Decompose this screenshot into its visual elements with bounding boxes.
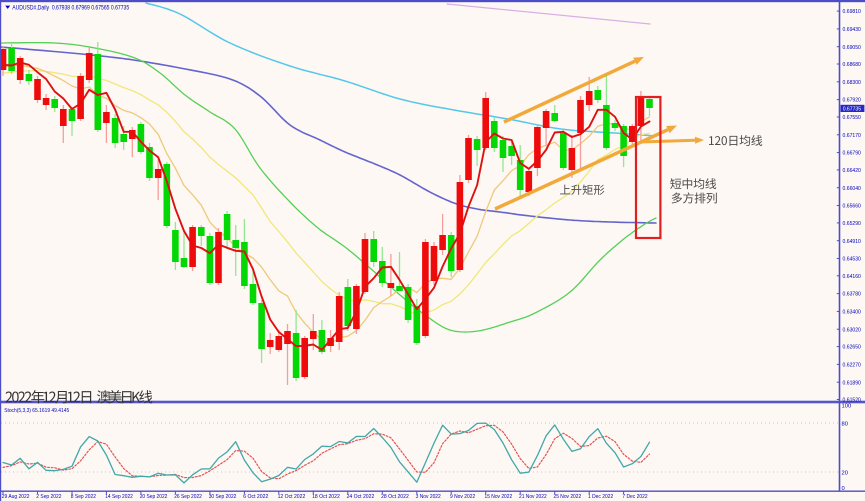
svg-text:9 Nov 2022: 9 Nov 2022 — [450, 494, 475, 500]
svg-text:2 Sep 2022: 2 Sep 2022 — [36, 494, 61, 500]
svg-text:18 Oct 2022: 18 Oct 2022 — [312, 494, 340, 500]
svg-text:30 Sep 2022: 30 Sep 2022 — [209, 494, 237, 500]
svg-text:0.69430: 0.69430 — [843, 27, 861, 33]
svg-text:0.64160: 0.64160 — [843, 274, 861, 280]
svg-text:0.66040: 0.66040 — [843, 186, 861, 192]
svg-text:24 Oct 2022: 24 Oct 2022 — [347, 494, 375, 500]
svg-text:25 Nov 2022: 25 Nov 2022 — [554, 494, 582, 500]
svg-text:7 Dec 2022: 7 Dec 2022 — [622, 494, 647, 500]
svg-text:1 Dec 2022: 1 Dec 2022 — [588, 494, 613, 500]
svg-text:0.64910: 0.64910 — [843, 239, 861, 245]
svg-text:100: 100 — [842, 404, 852, 410]
svg-text:AUDUSD#,Daily 0.67938 0.67969: AUDUSD#,Daily 0.67938 0.67969 0.67565 0.… — [12, 5, 129, 12]
svg-text:14 Sep 2022: 14 Sep 2022 — [105, 494, 133, 500]
svg-text:0.69810: 0.69810 — [843, 9, 861, 15]
svg-text:0.65660: 0.65660 — [843, 204, 861, 210]
svg-text:8 Sep 2022: 8 Sep 2022 — [71, 494, 96, 500]
svg-text:6 Oct 2022: 6 Oct 2022 — [243, 494, 268, 500]
svg-text:20 Sep 2022: 20 Sep 2022 — [140, 494, 168, 500]
svg-text:29 Aug 2022: 29 Aug 2022 — [2, 494, 30, 500]
svg-text:Stoch(5,3,3) 65.1619 49.4145: Stoch(5,3,3) 65.1619 49.4145 — [4, 408, 69, 414]
svg-text:12 Oct 2022: 12 Oct 2022 — [278, 494, 306, 500]
svg-text:0: 0 — [842, 486, 845, 492]
svg-text:0.67550: 0.67550 — [843, 115, 861, 121]
svg-text:0.68680: 0.68680 — [843, 62, 861, 68]
svg-text:0.62650: 0.62650 — [843, 345, 861, 351]
svg-text:21 Nov 2022: 21 Nov 2022 — [519, 494, 547, 500]
svg-text:3 Nov 2022: 3 Nov 2022 — [416, 494, 441, 500]
svg-text:0.63780: 0.63780 — [843, 292, 861, 298]
svg-text:0.61890: 0.61890 — [843, 380, 861, 386]
svg-text:0.63020: 0.63020 — [843, 327, 861, 333]
svg-text:15 Nov 2022: 15 Nov 2022 — [485, 494, 513, 500]
svg-text:0.68300: 0.68300 — [843, 80, 861, 86]
svg-text:20: 20 — [842, 470, 848, 476]
svg-text:26 Sep 2022: 26 Sep 2022 — [174, 494, 202, 500]
svg-text:0.63400: 0.63400 — [843, 310, 861, 316]
svg-text:0.66790: 0.66790 — [843, 151, 861, 157]
svg-text:0.67170: 0.67170 — [843, 133, 861, 139]
svg-text:0.67735: 0.67735 — [843, 107, 861, 113]
svg-text:0.65290: 0.65290 — [843, 221, 861, 227]
svg-text:0.62270: 0.62270 — [843, 363, 861, 369]
svg-text:0.61520: 0.61520 — [843, 398, 861, 404]
svg-text:0.66420: 0.66420 — [843, 168, 861, 174]
svg-text:0.64530: 0.64530 — [843, 257, 861, 263]
svg-text:80: 80 — [842, 421, 848, 427]
svg-text:0.67920: 0.67920 — [843, 98, 861, 104]
svg-text:28 Oct 2022: 28 Oct 2022 — [381, 494, 409, 500]
svg-text:0.69050: 0.69050 — [843, 45, 861, 51]
